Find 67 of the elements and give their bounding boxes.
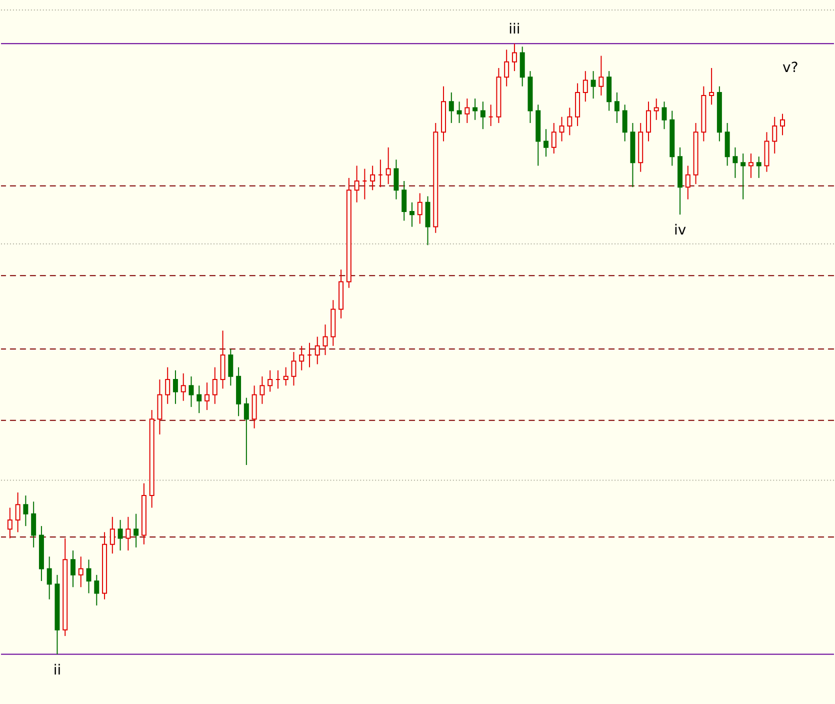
- candlestick: [740, 153, 746, 200]
- candlestick: [23, 495, 28, 527]
- candlestick: [7, 507, 12, 539]
- candlestick: [268, 370, 273, 392]
- candlestick: [409, 202, 414, 228]
- candlestick: [180, 372, 186, 402]
- candlestick: [614, 92, 620, 124]
- candlestick: [94, 574, 100, 606]
- candlestick: [386, 146, 391, 185]
- annotation: ii: [53, 662, 62, 678]
- candlestick: [472, 98, 478, 120]
- annotation: iv: [674, 222, 686, 239]
- candlestick: [188, 376, 194, 408]
- candlestick: [31, 501, 36, 548]
- candlestick: [299, 345, 304, 371]
- candlestick: [244, 397, 249, 466]
- candlestick: [314, 336, 320, 365]
- candlestick: [780, 113, 785, 136]
- candlestick: [204, 382, 210, 411]
- candlestick: [110, 516, 115, 554]
- candlestick: [646, 101, 651, 142]
- candlestick: [590, 70, 596, 100]
- annotation: v?: [782, 60, 798, 76]
- candlestick: [748, 153, 754, 178]
- candlestick: [772, 116, 778, 154]
- candlestick: [464, 98, 470, 124]
- candlestick: [78, 556, 84, 588]
- candlestick: [165, 366, 170, 404]
- candlestick: [291, 352, 296, 386]
- candlestick: [118, 519, 123, 551]
- candlestick: [322, 324, 328, 356]
- candlestick: [654, 98, 659, 120]
- candlestick: [551, 122, 556, 154]
- candlestick: [417, 192, 422, 224]
- candlestick: [196, 385, 202, 414]
- candlestick: [598, 55, 604, 96]
- candlestick: [544, 128, 548, 158]
- candlestick: [46, 556, 52, 600]
- candlestick: [212, 366, 218, 404]
- candlestick: [622, 104, 628, 142]
- candlestick: [70, 550, 76, 588]
- candlestick: [732, 146, 738, 178]
- candlestick: [582, 70, 588, 102]
- candlestick: [448, 92, 454, 124]
- candlestick: [172, 370, 178, 404]
- candlestick: [260, 376, 265, 404]
- candlestick: [709, 68, 714, 106]
- candlestick: [354, 165, 360, 203]
- candlestick: [512, 43, 517, 72]
- candlestick: [86, 559, 92, 594]
- candlestick: [228, 348, 234, 386]
- candlestick: [662, 101, 667, 130]
- annotation: iii: [508, 22, 520, 38]
- candlestick: [402, 180, 407, 222]
- candlestick: [685, 165, 690, 200]
- candlestick: [456, 101, 462, 124]
- candlestick: [559, 116, 564, 142]
- candlestick: [480, 101, 486, 130]
- candlestick: [756, 156, 762, 178]
- candlestick: [15, 492, 20, 533]
- candlestick: [283, 366, 288, 386]
- candlestick: [504, 49, 510, 87]
- candlestick: [370, 165, 376, 191]
- candlestick: [567, 107, 572, 136]
- candlestick: [126, 516, 131, 551]
- candlestick: [134, 513, 139, 548]
- candlestick: [394, 159, 399, 200]
